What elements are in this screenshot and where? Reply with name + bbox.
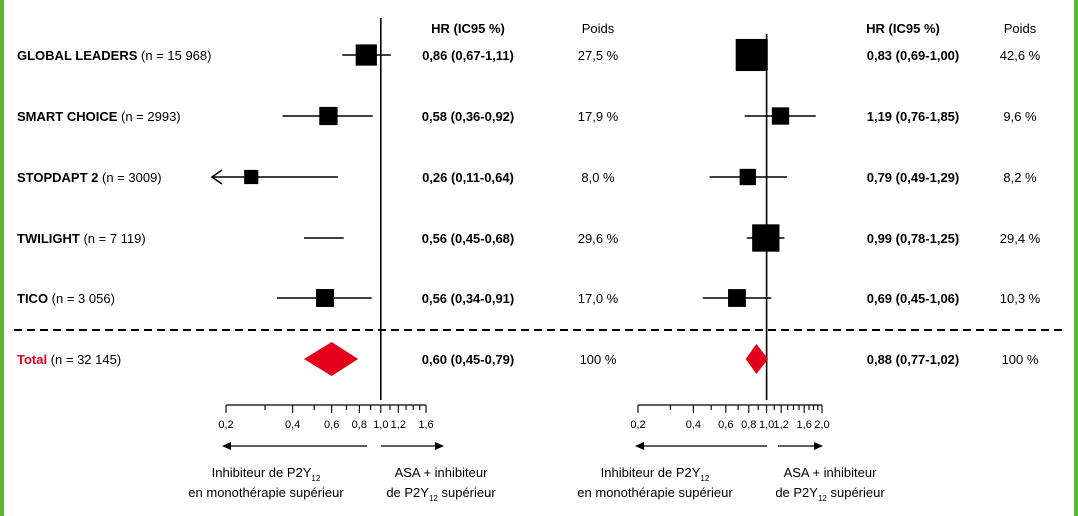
- right-favours-p2y12-line2: en monothérapie supérieur: [577, 485, 733, 500]
- x-tick-label: 0,8: [352, 419, 367, 431]
- header-hr-right: HR (IC95 %): [866, 21, 940, 36]
- x-tick-label: 1,0: [759, 419, 774, 431]
- left-arrowhead-right: [435, 442, 444, 450]
- x-tick-label: 0,6: [718, 419, 733, 431]
- hr-box: [739, 168, 756, 186]
- x-tick-label: 0,2: [630, 419, 645, 431]
- hr-box: [752, 224, 780, 252]
- left-favours-p2y12-line1: Inhibiteur de P2Y12: [212, 465, 321, 483]
- study-label: SMART CHOICE (n = 2993): [17, 109, 181, 124]
- study-n: (n = 2993): [117, 109, 180, 124]
- right-arrowhead-right: [814, 442, 823, 450]
- weight-value-right: 42,6 %: [1000, 48, 1041, 63]
- weight-value-left: 17,0 %: [578, 291, 619, 306]
- hr-box: [735, 38, 768, 72]
- right-favours-asa-line1: ASA + inhibiteur: [784, 465, 878, 480]
- hr-value-right: 0,88 (0,77-1,02): [867, 352, 960, 367]
- study-name: GLOBAL LEADERS: [17, 48, 138, 63]
- right-arrowhead-left: [635, 442, 644, 450]
- x-tick-label: 1,2: [391, 419, 406, 431]
- study-n: (n = 32 145): [47, 352, 121, 367]
- weight-value-right: 10,3 %: [1000, 291, 1041, 306]
- header-weight-left: Poids: [582, 21, 615, 36]
- hr-box: [244, 169, 259, 185]
- forest-left-panel: 0,2 0,4 0,6 0,8 1,0 1,2 1,6: [210, 18, 434, 431]
- header-weight-right: Poids: [1004, 21, 1037, 36]
- x-tick-label: 0,2: [218, 419, 233, 431]
- right-favours-p2y12-line1: Inhibiteur de P2Y12: [601, 465, 710, 483]
- x-tick-label: 1,6: [797, 419, 812, 431]
- x-tick-label: 1,2: [774, 419, 789, 431]
- study-name: SMART CHOICE: [17, 109, 118, 124]
- study-label: STOPDAPT 2 (n = 3009): [17, 170, 162, 185]
- total-label: Total (n = 32 145): [17, 352, 121, 367]
- x-tick-label: 0,8: [741, 419, 756, 431]
- x-tick-label: 0,4: [686, 419, 701, 431]
- total-diamond: [745, 344, 769, 374]
- weight-value-right: 9,6 %: [1003, 109, 1037, 124]
- study-n: (n = 3009): [98, 170, 161, 185]
- study-rows: GLOBAL LEADERS (n = 15 968) 0,86 (0,67-1,…: [17, 48, 1041, 367]
- weight-value-right: 29,4 %: [1000, 231, 1041, 246]
- forest-right-panel: 0,2 0,4 0,6 0,8 1,0 1,2 1,6 2,0: [630, 34, 830, 431]
- hr-value-left: 0,60 (0,45-0,79): [422, 352, 515, 367]
- x-tick-label: 0,6: [324, 419, 339, 431]
- x-tick-label: 1,6: [418, 419, 433, 431]
- hr-box: [319, 106, 338, 126]
- study-label: TICO (n = 3 056): [17, 291, 115, 306]
- hr-box: [771, 107, 790, 125]
- hr-value-left: 0,56 (0,45-0,68): [422, 231, 515, 246]
- right-favours-asa-line2: de P2Y12 supérieur: [775, 485, 885, 503]
- hr-box: [316, 289, 335, 307]
- hr-box: [728, 289, 746, 307]
- weight-value-left: 8,0 %: [581, 170, 615, 185]
- study-name: TWILIGHT: [17, 231, 80, 246]
- ci-arrow: [210, 169, 223, 185]
- hr-value-left: 0,86 (0,67-1,11): [422, 48, 514, 63]
- study-name: Total: [17, 352, 47, 367]
- hr-value-right: 1,19 (0,76-1,85): [867, 109, 960, 124]
- hr-box: [355, 44, 377, 66]
- weight-value-left: 100 %: [580, 352, 617, 367]
- x-tick-label: 2,0: [814, 419, 829, 431]
- hr-value-left: 0,56 (0,34-0,91): [422, 291, 515, 306]
- left-arrowhead-left: [222, 442, 231, 450]
- header-hr-left: HR (IC95 %): [431, 21, 505, 36]
- weight-value-left: 27,5 %: [578, 48, 619, 63]
- weight-value-right: 8,2 %: [1003, 170, 1037, 185]
- weight-value-right: 100 %: [1002, 352, 1039, 367]
- hr-value-left: 0,58 (0,36-0,92): [422, 109, 515, 124]
- left-favours-asa-line1: ASA + inhibiteur: [395, 465, 489, 480]
- weight-value-left: 29,6 %: [578, 231, 619, 246]
- x-tick-label: 1,0: [373, 419, 388, 431]
- study-n: (n = 15 968): [137, 48, 211, 63]
- left-favours-p2y12-line2: en monothérapie supérieur: [188, 485, 344, 500]
- total-diamond: [303, 342, 359, 376]
- study-n: (n = 7 119): [80, 231, 146, 246]
- study-name: STOPDAPT 2: [17, 170, 98, 185]
- study-label: GLOBAL LEADERS (n = 15 968): [17, 48, 211, 63]
- weight-value-left: 17,9 %: [578, 109, 619, 124]
- study-name: TICO: [17, 291, 48, 306]
- left-favours-asa-line2: de P2Y12 supérieur: [386, 485, 496, 503]
- hr-value-right: 0,83 (0,69-1,00): [867, 48, 960, 63]
- hr-value-left: 0,26 (0,11-0,64): [422, 170, 514, 185]
- x-tick-label: 0,4: [285, 419, 300, 431]
- study-label: TWILIGHT (n = 7 119): [17, 231, 146, 246]
- study-n: (n = 3 056): [48, 291, 115, 306]
- hr-value-right: 0,99 (0,78-1,25): [867, 231, 960, 246]
- hr-value-right: 0,69 (0,45-1,06): [867, 291, 960, 306]
- hr-value-right: 0,79 (0,49-1,29): [867, 170, 960, 185]
